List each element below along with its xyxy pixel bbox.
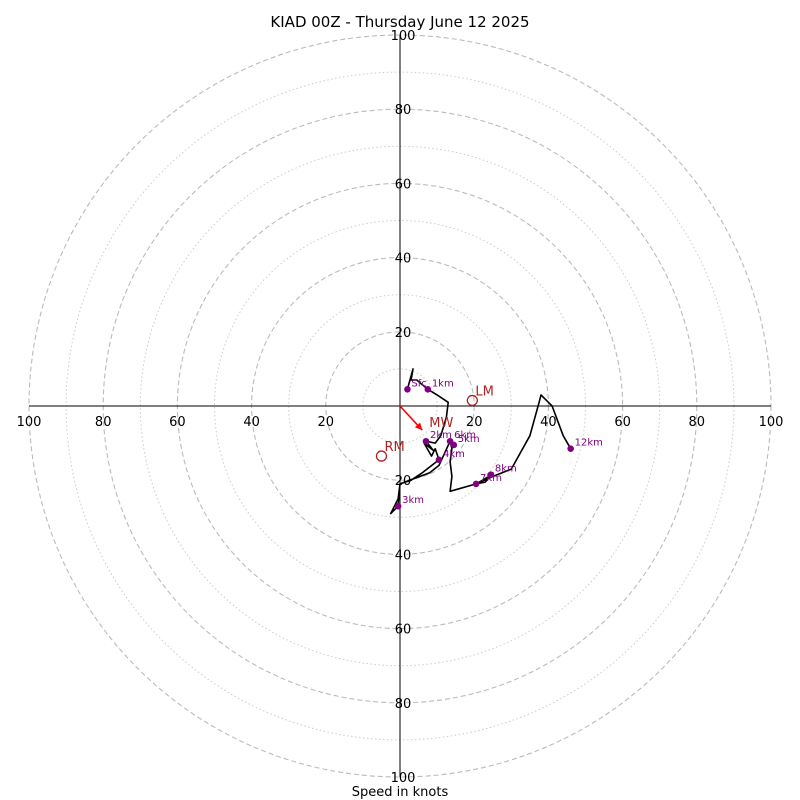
mean-wind-label: MW	[429, 416, 453, 431]
mean-wind: MW	[399, 405, 453, 431]
height-marker-1km	[424, 386, 432, 393]
hodograph-trace-line	[389, 368, 572, 515]
y-tick-label-40: 40	[395, 252, 412, 267]
x-tick-label-neg-60: 60	[169, 415, 186, 430]
height-marker-12km	[567, 445, 574, 452]
height-marker-label-1km: 1km	[432, 378, 454, 389]
storm-motion-marker-rm	[375, 450, 388, 462]
height-marker-7km	[472, 480, 480, 488]
height-marker-label-2km: 2km	[430, 430, 452, 441]
x-tick-label-40: 40	[540, 415, 557, 430]
x-tick-label-neg-20: 20	[318, 415, 335, 430]
height-marker-label-7km: 7km	[480, 473, 502, 484]
height-marker-label-4km: 4km	[443, 449, 465, 460]
wind-trace	[389, 368, 572, 515]
chart-title: KIAD 00Z - Thursday June 12 2025	[270, 13, 529, 31]
mean-wind-arrowhead	[414, 422, 423, 431]
height-marker-8km	[487, 471, 495, 478]
height-marker-6km	[446, 437, 454, 445]
height-marker-sfc	[404, 386, 411, 393]
x-tick-label-20: 20	[466, 415, 483, 430]
storm-motion-label-rm: RM	[384, 440, 404, 455]
y-tick-label-neg-80: 80	[395, 697, 412, 712]
storm-motion-label-lm: LM	[475, 384, 493, 399]
height-marker-2km	[422, 437, 430, 445]
y-tick-label-neg-100: 100	[391, 771, 416, 786]
height-marker-label-5km: 5km	[458, 434, 480, 445]
x-tick-label-neg-40: 40	[243, 415, 260, 430]
storm-motion-marker-lm	[466, 394, 478, 407]
axis-tick-labels: 20 20 20 20 40 40 40 40 60 60 60 60 80 80 80 80 100 100 10…	[17, 29, 784, 786]
y-tick-label-neg-40: 40	[395, 548, 412, 563]
height-marker-label-8km: 8km	[495, 464, 517, 475]
y-tick-label-20: 20	[395, 326, 412, 341]
y-tick-label-80: 80	[395, 103, 412, 118]
x-tick-label-neg-80: 80	[95, 415, 112, 430]
x-tick-label-60: 60	[614, 415, 631, 430]
y-tick-label-60: 60	[395, 177, 412, 192]
x-tick-label-80: 80	[689, 415, 706, 430]
y-tick-label-neg-20: 20	[395, 474, 412, 489]
y-tick-label-100: 100	[391, 29, 416, 44]
y-tick-label-neg-60: 60	[395, 623, 412, 638]
x-tick-label-100: 100	[759, 415, 784, 430]
height-marker-label-sfc: Sfc	[411, 378, 426, 389]
height-marker-4km	[435, 456, 443, 464]
height-marker-3km	[394, 502, 402, 510]
x-axis-label: Speed in knots	[352, 785, 449, 800]
height-marker-label-12km: 12km	[575, 438, 603, 449]
height-marker-label-6km: 6km	[454, 430, 476, 441]
height-marker-label-3km: 3km	[402, 495, 424, 506]
x-tick-label-neg-100: 100	[17, 415, 42, 430]
storm-motion-markers: LM RM	[375, 384, 494, 462]
